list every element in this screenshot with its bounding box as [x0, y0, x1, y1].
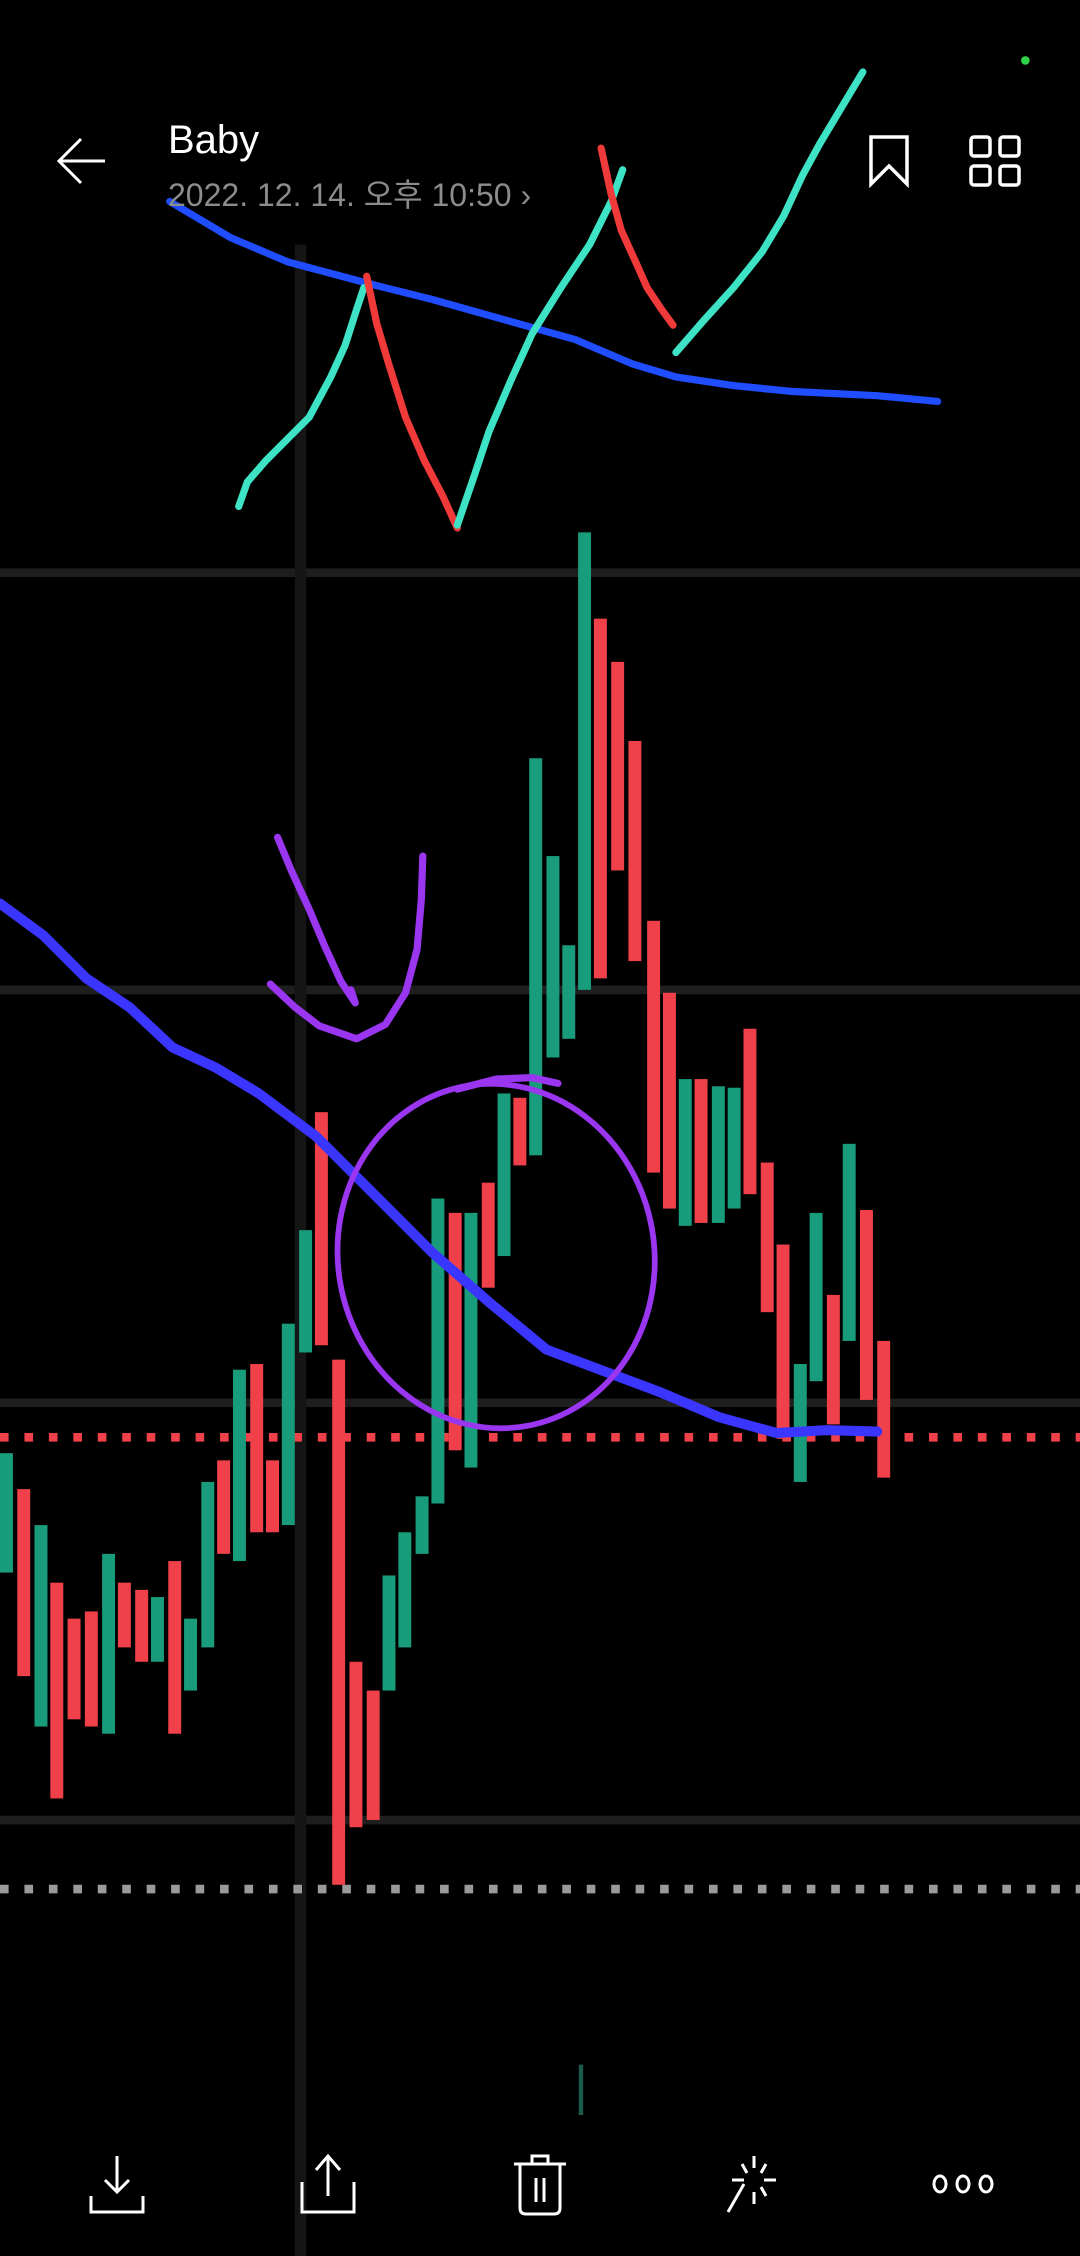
annotation-stroke [266, 852, 427, 1043]
annotation-stroke [597, 144, 677, 329]
candle-down [332, 1359, 346, 1885]
annotation-stroke [273, 833, 359, 1007]
candle-down [135, 1589, 149, 1662]
candle-up [201, 1481, 215, 1648]
magic-edit-icon [726, 2156, 776, 2213]
more-options-icon [932, 2174, 994, 2194]
candle-down [647, 920, 661, 1173]
chevron-right-icon: › [520, 177, 532, 213]
trash-icon [514, 2154, 566, 2216]
candle-up [809, 1212, 823, 1382]
candle-up [578, 532, 592, 990]
download-button[interactable] [72, 2144, 162, 2224]
candle-down [513, 1097, 527, 1166]
download-icon [89, 2156, 145, 2214]
candle-up [34, 1525, 48, 1727]
share-button[interactable] [283, 2144, 373, 2224]
bookmark-button[interactable] [849, 121, 929, 201]
candle-up [497, 1093, 511, 1257]
page-title: Baby [168, 118, 260, 162]
candle-down [266, 1460, 279, 1533]
candle-down [17, 1489, 31, 1677]
candle-up [281, 1323, 295, 1526]
annotation-stroke [235, 284, 368, 511]
candle-down [628, 740, 642, 962]
annotation-stroke [672, 68, 867, 357]
candle-down [611, 661, 625, 871]
candle-down [826, 1294, 840, 1425]
candle-up [562, 945, 576, 1039]
candle-down [481, 1182, 495, 1288]
candle-down [84, 1611, 98, 1727]
share-icon [300, 2153, 356, 2214]
candle-up [842, 1143, 856, 1341]
bookmark-icon [869, 135, 909, 188]
moving-average-line [0, 898, 883, 1439]
candle-up [793, 1363, 807, 1482]
candle-up [415, 1496, 429, 1554]
candles [0, 532, 891, 1885]
date-text: 2022. 12. 14. 오후 10:50 [168, 177, 512, 213]
candle-down [662, 992, 676, 1209]
candle-up [232, 1369, 246, 1562]
annotation-stroke [363, 272, 461, 532]
candle-down [250, 1363, 264, 1533]
candle-up [184, 1618, 198, 1691]
candle-down [593, 618, 607, 979]
candle-down [694, 1079, 708, 1223]
candle-up [431, 1198, 445, 1504]
annotation-circle [334, 1080, 658, 1432]
candle-down [448, 1212, 462, 1451]
candle-down [314, 1112, 328, 1346]
candle-up [464, 1212, 478, 1468]
candle-up [711, 1086, 725, 1223]
arrow-left-icon [56, 137, 105, 185]
grid-view-icon [969, 135, 1021, 187]
candle-down [877, 1340, 891, 1478]
back-button[interactable] [43, 121, 123, 201]
candle-up [529, 758, 543, 1156]
candle-down [349, 1661, 363, 1828]
annotations [0, 68, 942, 1439]
candle-up [678, 1079, 692, 1226]
candle-down [168, 1561, 182, 1734]
candle-down [743, 1028, 757, 1195]
chart-grid [0, 56, 1080, 2256]
candle-down [217, 1460, 231, 1554]
delete-button[interactable] [495, 2144, 585, 2224]
candle-down [50, 1582, 64, 1799]
candle-down [67, 1618, 81, 1720]
candle-up [299, 1230, 313, 1353]
candle-down [117, 1582, 131, 1648]
candle-down [760, 1162, 774, 1313]
candle-up [727, 1087, 741, 1209]
grid-view-button[interactable] [955, 121, 1035, 201]
candle-up [382, 1575, 396, 1691]
edit-effects-button[interactable] [709, 2144, 799, 2224]
candle-up [546, 856, 560, 1058]
date-link[interactable]: 2022. 12. 14. 오후 10:50 › [168, 170, 531, 216]
status-dot [1021, 56, 1030, 65]
more-options-button[interactable] [918, 2144, 1008, 2224]
candle-down [776, 1244, 790, 1439]
candle-up [150, 1597, 164, 1662]
annotation-trend-line [166, 197, 942, 406]
annotation-stroke [453, 166, 627, 529]
candle-down [859, 1210, 873, 1400]
candle-up [0, 1453, 13, 1573]
candle-up [102, 1553, 116, 1734]
candle-up [398, 1532, 412, 1648]
annotation-stroke [453, 1074, 562, 1093]
candle-down [366, 1690, 380, 1821]
